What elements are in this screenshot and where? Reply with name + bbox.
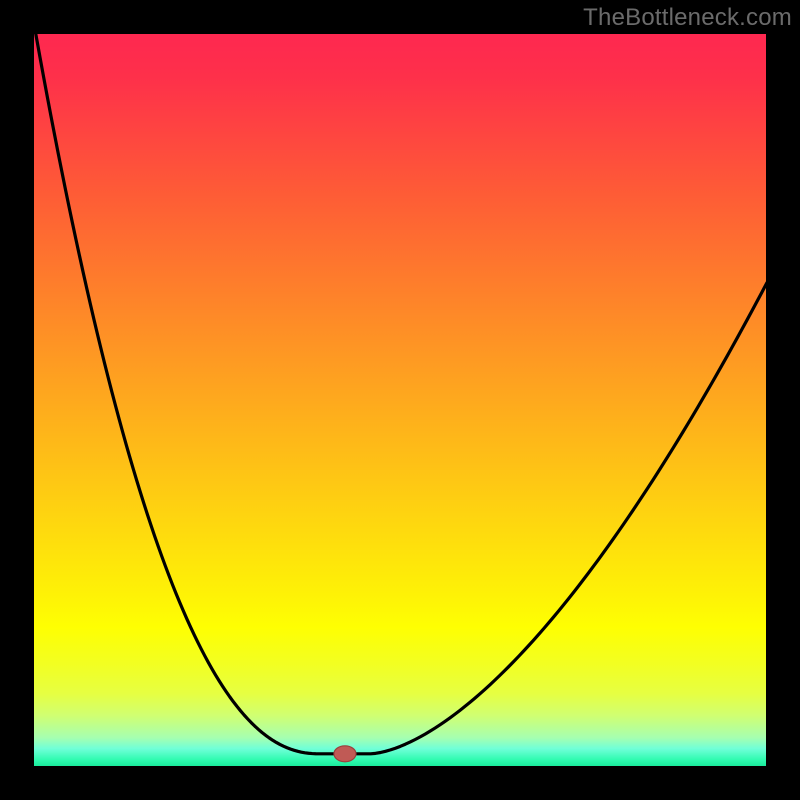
stage: TheBottleneck.com bbox=[0, 0, 800, 800]
plot-border bbox=[33, 33, 767, 767]
watermark-text: TheBottleneck.com bbox=[583, 4, 792, 32]
plot-frame bbox=[33, 33, 767, 767]
